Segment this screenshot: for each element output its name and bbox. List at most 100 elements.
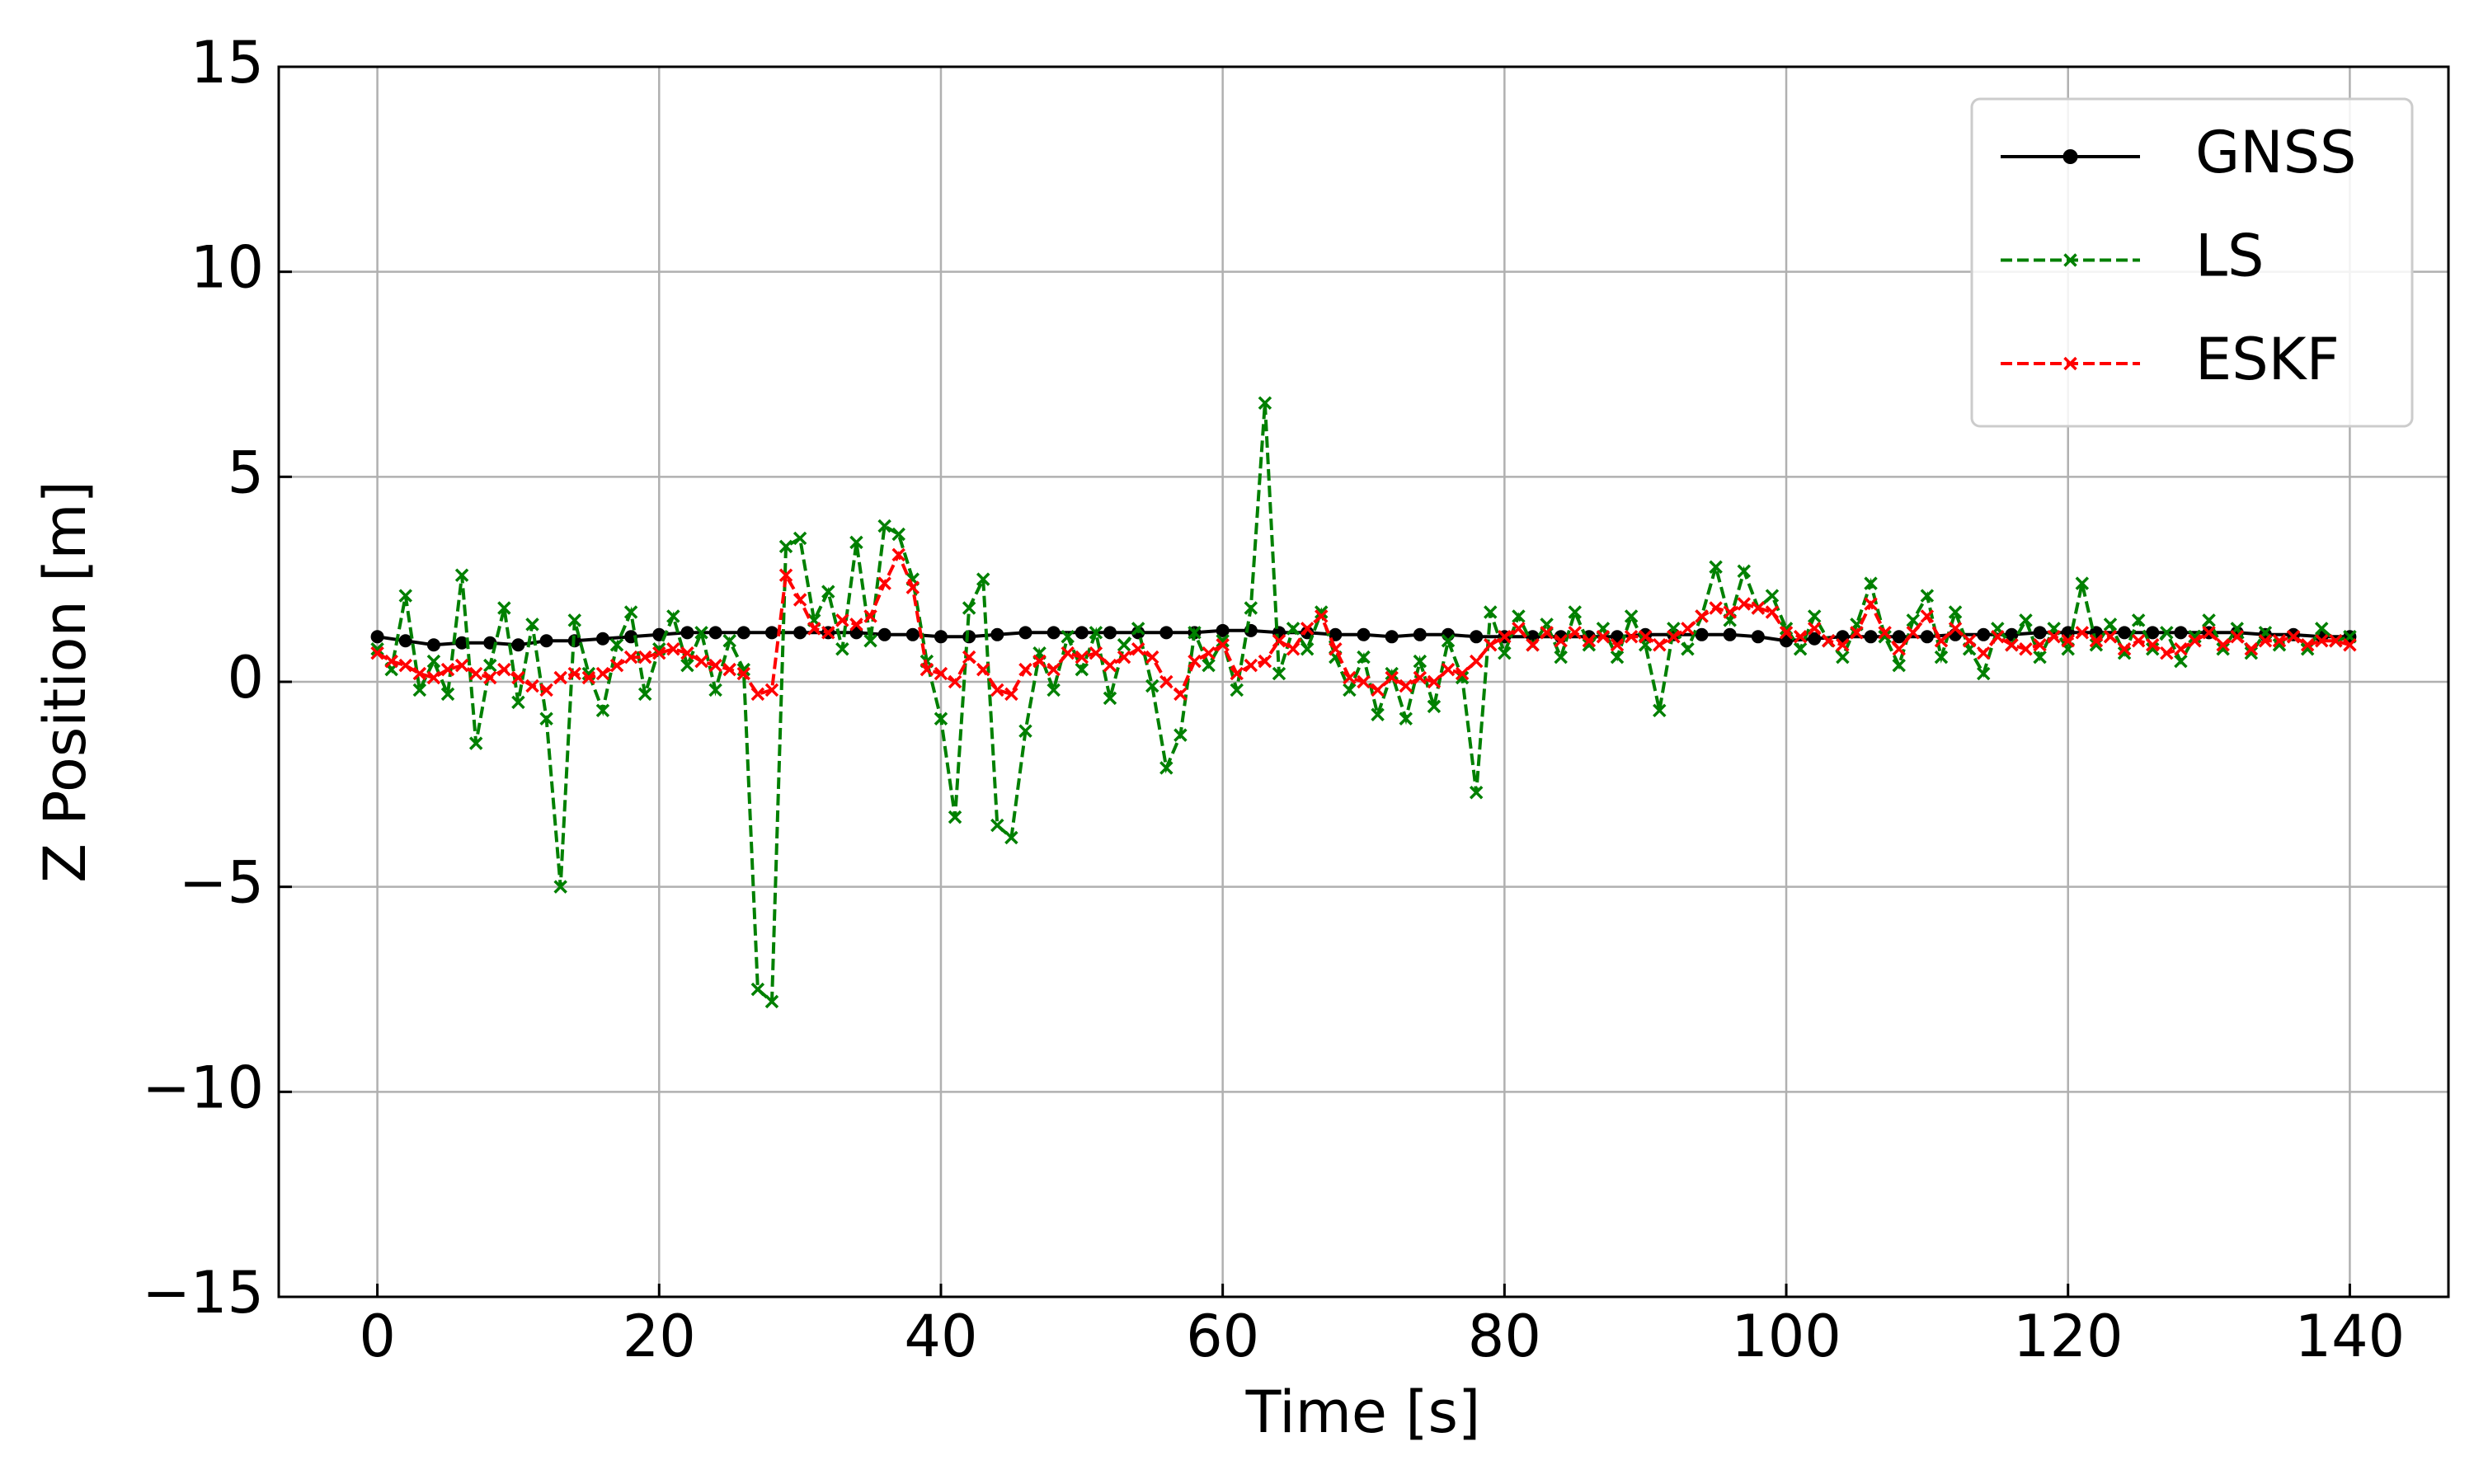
point bbox=[948, 674, 962, 689]
point bbox=[1822, 634, 1836, 648]
legend-label: LS bbox=[2195, 223, 2264, 290]
point bbox=[426, 638, 440, 652]
x-tick-label: 120 bbox=[2013, 1303, 2124, 1370]
point bbox=[2315, 622, 2329, 636]
point bbox=[1920, 630, 1934, 644]
point bbox=[1765, 589, 1780, 603]
point bbox=[2230, 630, 2244, 644]
point bbox=[2216, 638, 2230, 652]
point bbox=[793, 593, 807, 607]
point bbox=[2258, 634, 2273, 648]
plot-area bbox=[370, 396, 2357, 1009]
point bbox=[849, 535, 863, 550]
point bbox=[1793, 641, 1808, 656]
point bbox=[2145, 641, 2160, 656]
x-tick-label: 20 bbox=[623, 1303, 696, 1370]
point bbox=[652, 646, 666, 660]
point bbox=[1596, 630, 1611, 644]
point bbox=[1089, 646, 1103, 660]
point bbox=[2343, 638, 2357, 652]
y-tick-label: −10 bbox=[142, 1054, 264, 1121]
point bbox=[1159, 761, 1174, 775]
point bbox=[1878, 630, 1892, 644]
point bbox=[455, 636, 469, 650]
point bbox=[666, 641, 680, 656]
point bbox=[1836, 650, 1850, 665]
point bbox=[497, 601, 511, 615]
point bbox=[1878, 626, 1892, 640]
point bbox=[609, 658, 624, 673]
y-tick-label: −5 bbox=[179, 849, 264, 917]
point bbox=[1286, 622, 1300, 636]
point bbox=[1117, 638, 1131, 652]
point bbox=[793, 626, 807, 640]
point bbox=[821, 585, 835, 599]
point bbox=[666, 609, 680, 623]
point bbox=[1667, 630, 1681, 644]
point bbox=[1385, 670, 1399, 685]
point bbox=[1498, 646, 1512, 660]
point bbox=[1329, 641, 1343, 656]
point bbox=[1568, 626, 1583, 640]
x-tick-label: 140 bbox=[2295, 1303, 2406, 1370]
point bbox=[1300, 641, 1315, 656]
point bbox=[1934, 650, 1949, 665]
point bbox=[370, 630, 384, 644]
point bbox=[1343, 683, 1357, 697]
point bbox=[1230, 666, 1244, 681]
point bbox=[440, 662, 455, 677]
y-tick-label: 15 bbox=[190, 29, 264, 96]
point bbox=[539, 634, 553, 648]
point bbox=[1737, 564, 1752, 578]
point bbox=[1258, 654, 1272, 669]
point bbox=[2047, 630, 2061, 644]
point bbox=[426, 654, 441, 669]
point bbox=[764, 626, 778, 640]
point bbox=[1469, 786, 1484, 800]
point bbox=[920, 662, 934, 677]
point bbox=[1385, 666, 1399, 681]
point bbox=[962, 601, 976, 615]
point bbox=[398, 634, 412, 648]
point bbox=[708, 658, 722, 673]
point bbox=[1117, 650, 1131, 665]
point bbox=[1962, 634, 1977, 648]
point bbox=[2075, 576, 2090, 590]
point bbox=[1920, 589, 1935, 603]
y-tick-label: 10 bbox=[190, 234, 264, 302]
point bbox=[412, 683, 427, 697]
point bbox=[1469, 654, 1484, 669]
x-tick-label: 80 bbox=[1468, 1303, 1541, 1370]
point bbox=[1441, 634, 1456, 648]
point bbox=[1808, 632, 1822, 646]
point bbox=[778, 568, 793, 582]
point bbox=[2272, 634, 2287, 648]
point bbox=[1624, 630, 1639, 644]
point bbox=[1850, 626, 1864, 640]
point bbox=[1484, 605, 1498, 619]
point bbox=[1512, 609, 1526, 623]
point bbox=[1554, 634, 1568, 648]
point bbox=[2089, 634, 2104, 648]
point bbox=[1765, 605, 1780, 619]
point bbox=[1061, 630, 1075, 644]
point bbox=[750, 687, 765, 702]
point bbox=[1427, 699, 1442, 714]
point bbox=[905, 627, 920, 641]
point bbox=[750, 982, 765, 997]
point bbox=[2005, 638, 2019, 652]
x-axis-label: Time [s] bbox=[1245, 1378, 1481, 1446]
point bbox=[764, 683, 779, 697]
point bbox=[2145, 638, 2160, 652]
point bbox=[525, 679, 539, 693]
point bbox=[1864, 597, 1878, 611]
point bbox=[1018, 626, 1032, 640]
point bbox=[736, 666, 751, 681]
point bbox=[1315, 609, 1329, 623]
point bbox=[2188, 634, 2202, 648]
x-tick-label: 60 bbox=[1186, 1303, 1259, 1370]
point bbox=[1653, 638, 1667, 652]
point bbox=[891, 547, 905, 562]
point bbox=[962, 650, 976, 665]
point bbox=[623, 650, 638, 665]
